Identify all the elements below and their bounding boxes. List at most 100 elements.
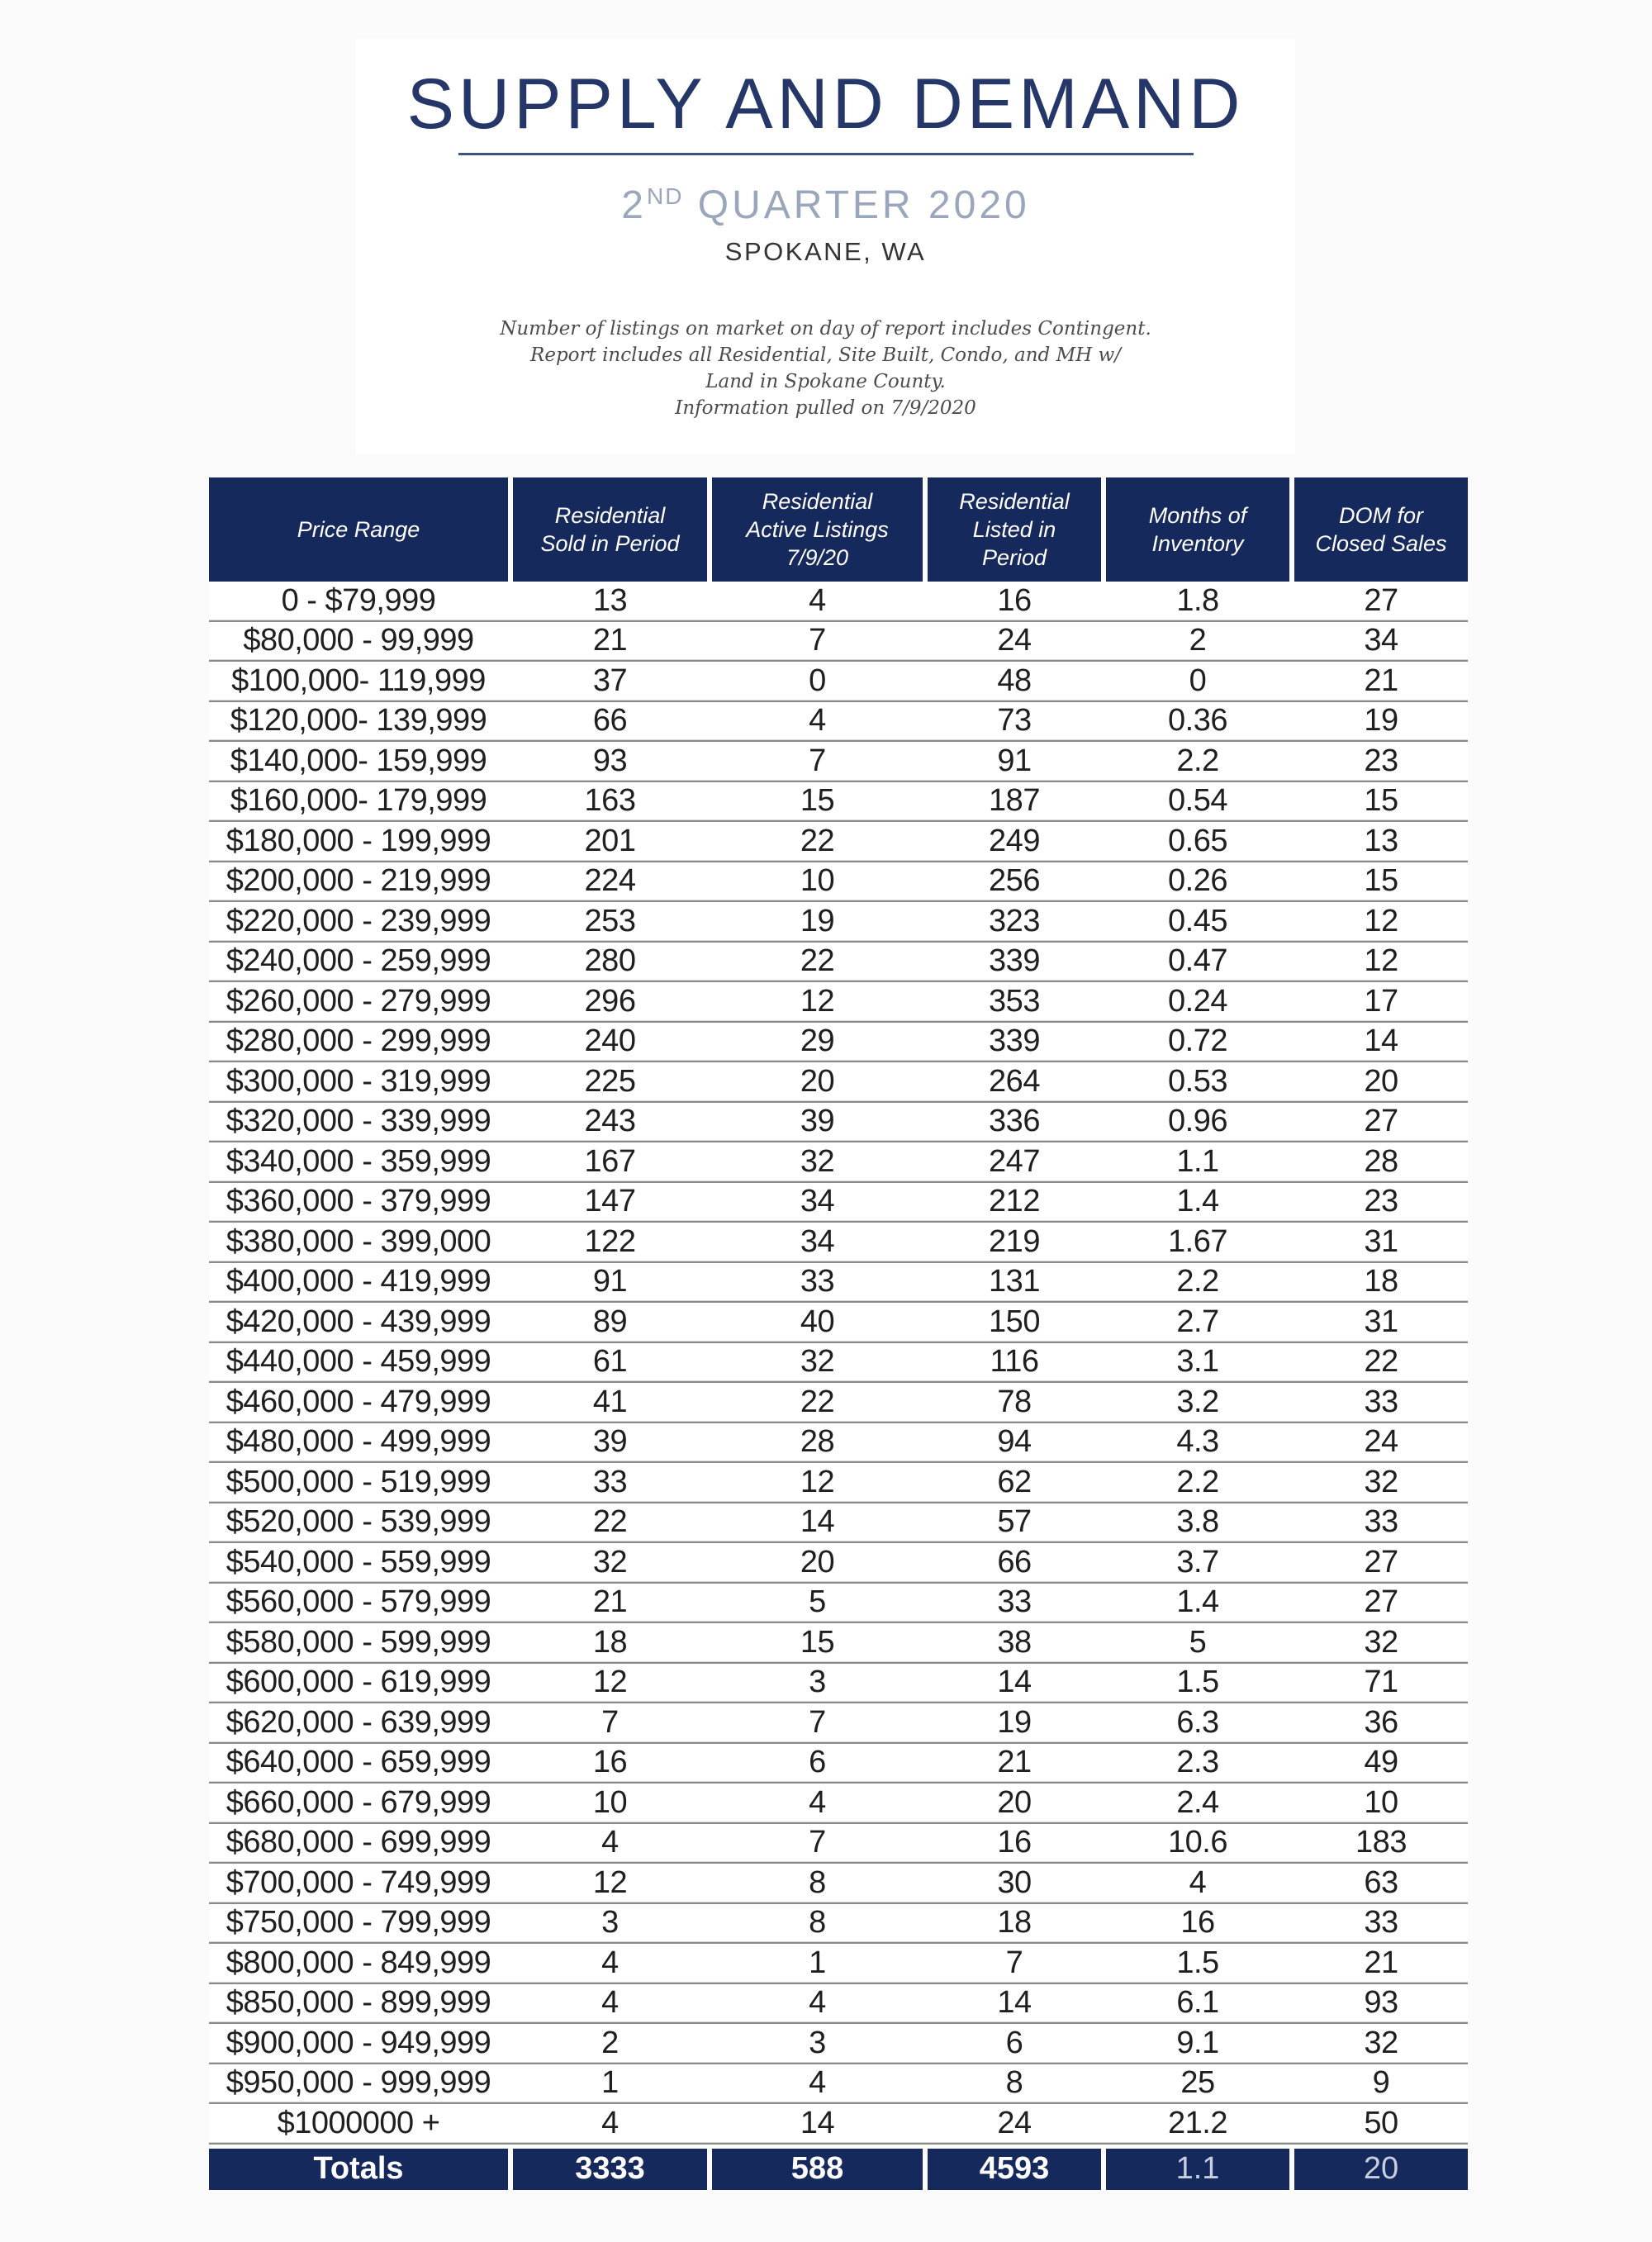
value-cell: 2.2 xyxy=(1176,1464,1219,1499)
value-cell: 147 xyxy=(584,1184,636,1219)
value-cell: 18 xyxy=(592,1624,628,1660)
value-cell: 0.53 xyxy=(1168,1063,1227,1099)
value-cell: 32 xyxy=(800,1344,835,1380)
value-cell: 7 xyxy=(1005,1945,1023,1980)
value-cell: 32 xyxy=(800,1143,835,1179)
value-cell: 89 xyxy=(592,1304,628,1339)
value-cell: 6 xyxy=(1005,2025,1023,2060)
column-header-sold-in-period: Residential Sold in Period xyxy=(513,477,707,582)
value-cell: 39 xyxy=(800,1104,835,1139)
value-cell: 2 xyxy=(601,2025,619,2060)
value-cell: 16 xyxy=(997,582,1032,618)
column-header-listed-in-period: Residential Listed in Period xyxy=(928,477,1101,582)
disclaimer-text: Number of listings on market on day of r… xyxy=(356,316,1295,421)
table-row: $440,000 - 459,999 61 32 116 3.1 22 xyxy=(209,1342,1468,1383)
table-row: $560,000 - 579,999 21 5 33 1.4 27 xyxy=(209,1583,1468,1623)
value-cell: 4.3 xyxy=(1176,1424,1219,1460)
value-cell: 1.8 xyxy=(1176,582,1219,618)
value-cell: 12 xyxy=(800,983,835,1019)
value-cell: 3 xyxy=(809,1665,826,1700)
price-range-cell: $850,000 - 899,999 xyxy=(225,1985,491,2021)
value-cell: 0.24 xyxy=(1168,983,1227,1019)
value-cell: 4 xyxy=(601,2105,619,2140)
value-cell: 336 xyxy=(989,1104,1040,1139)
value-cell: 10 xyxy=(592,1784,628,1820)
value-cell: 6 xyxy=(809,1745,826,1780)
value-cell: 4 xyxy=(601,1825,619,1860)
price-range-cell: $340,000 - 359,999 xyxy=(225,1143,491,1179)
value-cell: 247 xyxy=(989,1143,1040,1179)
value-cell: 0 xyxy=(1189,663,1207,698)
price-range-cell: $480,000 - 499,999 xyxy=(225,1424,491,1460)
value-cell: 1.5 xyxy=(1176,1945,1219,1980)
value-cell: 0.47 xyxy=(1168,943,1227,979)
value-cell: 33 xyxy=(592,1464,628,1499)
price-range-cell: $140,000- 159,999 xyxy=(230,743,487,778)
value-cell: 4 xyxy=(601,1985,619,2021)
value-cell: 19 xyxy=(997,1704,1032,1740)
value-cell: 3 xyxy=(809,2025,826,2060)
table-header-row: Price Range Residential Sold in Period R… xyxy=(209,477,1468,582)
value-cell: 33 xyxy=(997,1584,1032,1620)
value-cell: 10 xyxy=(800,863,835,899)
value-cell: 20 xyxy=(800,1063,835,1099)
value-cell: 201 xyxy=(584,823,636,858)
value-cell: 22 xyxy=(800,943,835,979)
value-cell: 253 xyxy=(584,903,636,938)
value-cell: 31 xyxy=(1364,1223,1398,1259)
value-cell: 3.1 xyxy=(1176,1344,1219,1380)
value-cell: 66 xyxy=(592,703,628,739)
value-cell: 50 xyxy=(1364,2105,1398,2140)
value-cell: 3.2 xyxy=(1176,1384,1219,1419)
value-cell: 4 xyxy=(809,703,826,739)
table-row: $660,000 - 679,999 10 4 20 2.4 10 xyxy=(209,1784,1468,1824)
report-subtitle: 2ND QUARTER 2020 xyxy=(356,185,1295,226)
disclaimer-line: Land in Spokane County. xyxy=(705,371,946,392)
price-range-cell: $800,000 - 849,999 xyxy=(225,1945,491,1980)
value-cell: 49 xyxy=(1364,1745,1398,1780)
price-range-cell: $200,000 - 219,999 xyxy=(225,863,491,899)
price-range-cell: $750,000 - 799,999 xyxy=(225,1905,491,1940)
value-cell: 48 xyxy=(997,663,1032,698)
report-location: SPOKANE, WA xyxy=(724,237,927,266)
value-cell: 224 xyxy=(584,863,636,899)
price-range-cell: $300,000 - 319,999 xyxy=(225,1063,491,1099)
table-row: $950,000 - 999,999 1 4 8 25 9 xyxy=(209,2064,1468,2104)
value-cell: 34 xyxy=(1364,623,1398,658)
value-cell: 93 xyxy=(592,743,628,778)
value-cell: 32 xyxy=(1364,2025,1398,2060)
value-cell: 0 xyxy=(809,663,826,698)
value-cell: 1.4 xyxy=(1176,1584,1219,1620)
price-range-cell: $280,000 - 299,999 xyxy=(225,1024,491,1059)
value-cell: 22 xyxy=(592,1504,628,1540)
table-row: $420,000 - 439,999 89 40 150 2.7 31 xyxy=(209,1303,1468,1343)
value-cell: 38 xyxy=(997,1624,1032,1660)
value-cell: 5 xyxy=(1189,1624,1207,1660)
price-range-cell: $500,000 - 519,999 xyxy=(225,1464,491,1499)
price-range-cell: $660,000 - 679,999 xyxy=(225,1784,491,1820)
price-range-cell: $950,000 - 999,999 xyxy=(225,2065,491,2101)
column-header-months-of-inventory: Months of Inventory xyxy=(1106,477,1289,582)
price-range-cell: $120,000- 139,999 xyxy=(230,703,487,739)
value-cell: 23 xyxy=(1364,1184,1398,1219)
value-cell: 12 xyxy=(592,1665,628,1700)
title-card: SUPPLY AND DEMAND 2ND QUARTER 2020 SPOKA… xyxy=(356,39,1295,454)
value-cell: 2.4 xyxy=(1176,1784,1219,1820)
disclaimer-line: Information pulled on 7/9/2020 xyxy=(675,397,976,419)
value-cell: 296 xyxy=(584,983,636,1019)
value-cell: 16 xyxy=(1180,1905,1215,1940)
value-cell: 131 xyxy=(989,1264,1040,1299)
value-cell: 323 xyxy=(989,903,1040,938)
value-cell: 24 xyxy=(997,2105,1032,2140)
subtitle-quarter-number: 2 xyxy=(621,183,647,227)
value-cell: 4 xyxy=(809,582,826,618)
table-row: $680,000 - 699,999 4 7 16 10.6 183 xyxy=(209,1823,1468,1864)
value-cell: 62 xyxy=(997,1464,1032,1499)
price-range-cell: $320,000 - 339,999 xyxy=(225,1104,491,1139)
value-cell: 5 xyxy=(809,1584,826,1620)
value-cell: 15 xyxy=(1364,783,1398,819)
value-cell: 0.96 xyxy=(1168,1104,1227,1139)
value-cell: 66 xyxy=(997,1544,1032,1579)
value-cell: 183 xyxy=(1355,1825,1407,1860)
value-cell: 10 xyxy=(1364,1784,1398,1820)
